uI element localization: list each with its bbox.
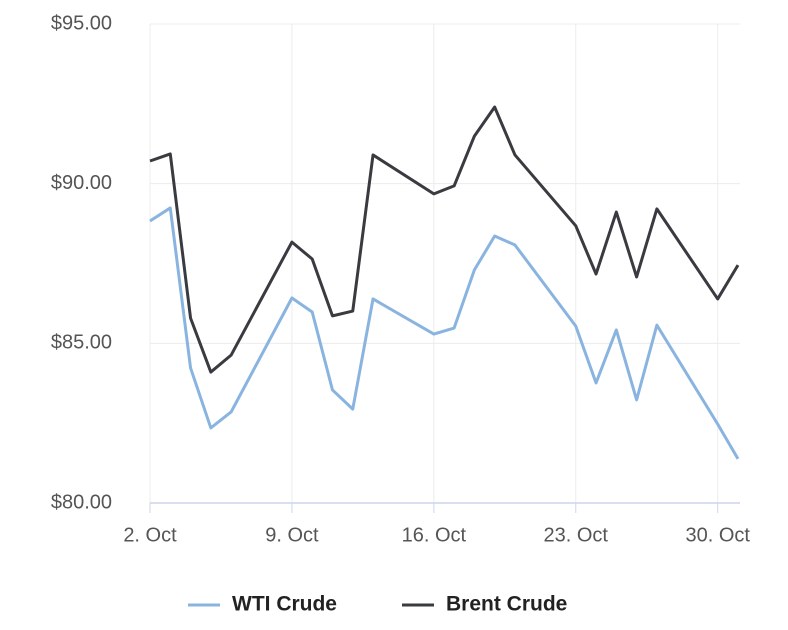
x-tick-label: 9. Oct <box>265 524 319 546</box>
x-tick-label: 16. Oct <box>402 524 467 546</box>
line-series <box>149 206 740 460</box>
x-tick-label: 23. Oct <box>544 524 609 546</box>
legend-label: WTI Crude <box>232 593 337 616</box>
y-tick-label: $95.00 <box>51 12 112 34</box>
x-tick-label: 30. Oct <box>685 524 750 546</box>
legend-label: Brent Crude <box>446 593 567 616</box>
x-tick-label: 2. Oct <box>123 524 177 546</box>
y-tick-label: $85.00 <box>51 332 112 354</box>
y-tick-label: $80.00 <box>51 491 112 513</box>
line-series <box>149 105 740 374</box>
y-tick-label: $90.00 <box>51 172 112 194</box>
